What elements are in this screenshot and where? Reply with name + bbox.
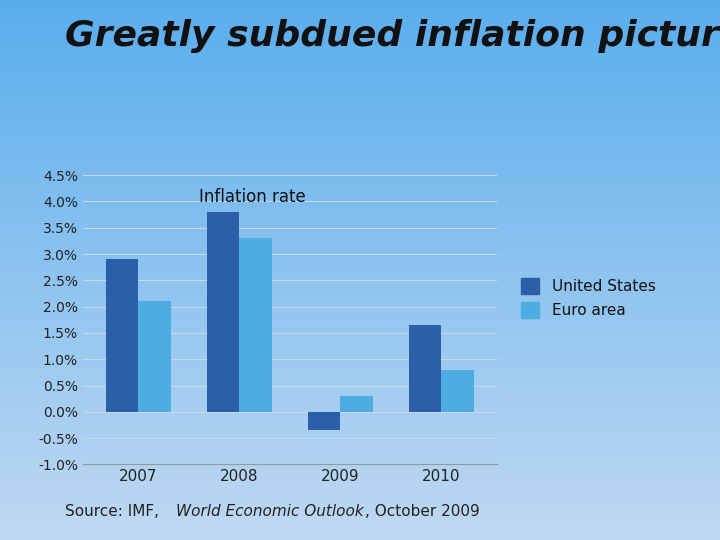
Bar <box>138 301 171 412</box>
Bar <box>341 396 373 412</box>
Bar <box>239 238 271 412</box>
Text: Source: IMF,: Source: IMF, <box>65 504 163 519</box>
Bar <box>441 370 474 412</box>
Bar <box>207 212 239 412</box>
Bar <box>409 325 441 412</box>
Bar <box>308 412 341 430</box>
Text: Greatly subdued inflation picture: Greatly subdued inflation picture <box>65 19 720 53</box>
Text: , October 2009: , October 2009 <box>365 504 480 519</box>
Legend: United States, Euro area: United States, Euro area <box>521 278 655 318</box>
Text: World Economic Outlook: World Economic Outlook <box>176 504 364 519</box>
Text: Inflation rate: Inflation rate <box>199 188 305 206</box>
Bar <box>106 259 138 412</box>
